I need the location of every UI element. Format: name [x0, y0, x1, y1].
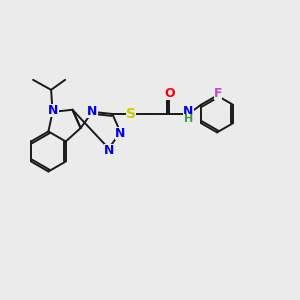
Text: O: O	[164, 87, 175, 100]
Text: N: N	[87, 105, 98, 119]
Text: H: H	[184, 114, 193, 124]
Text: S: S	[126, 107, 136, 121]
Text: N: N	[48, 104, 59, 118]
Text: F: F	[214, 87, 223, 100]
Text: N: N	[183, 104, 194, 118]
Text: N: N	[115, 127, 126, 140]
Text: N: N	[103, 144, 114, 157]
